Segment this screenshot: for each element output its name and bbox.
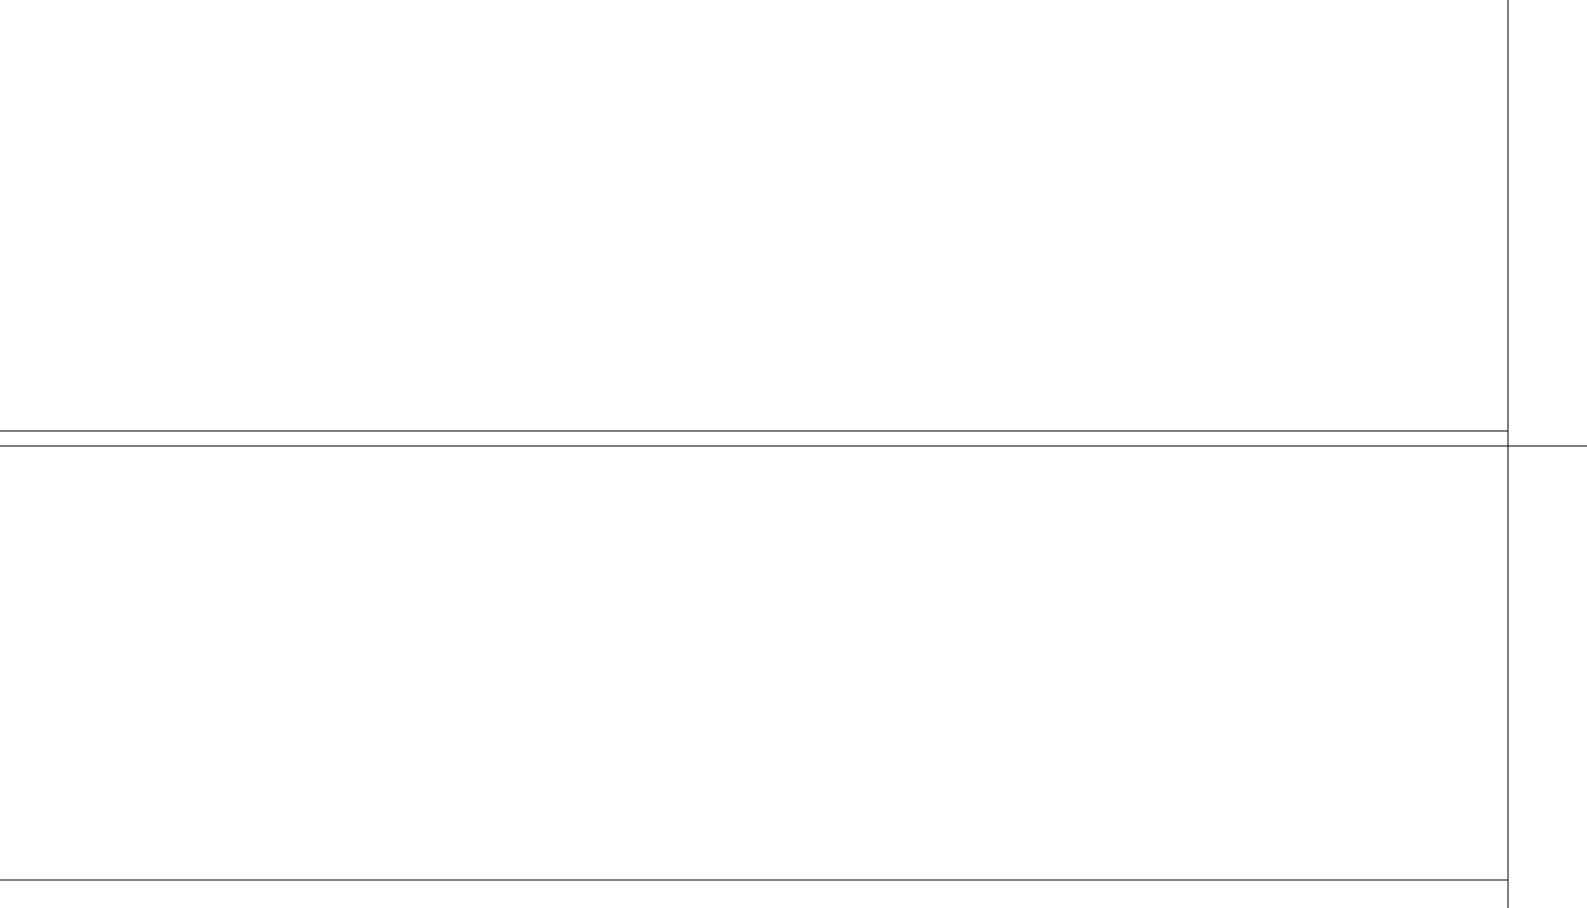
chart-canvas: NovDec2018FebMarAprMayJunJulAugSepOctNov… bbox=[0, 0, 1587, 908]
background bbox=[0, 0, 1587, 908]
chart-frame bbox=[0, 0, 1587, 908]
chart-root: NovDec2018FebMarAprMayJunJulAugSepOctNov… bbox=[0, 0, 1587, 908]
